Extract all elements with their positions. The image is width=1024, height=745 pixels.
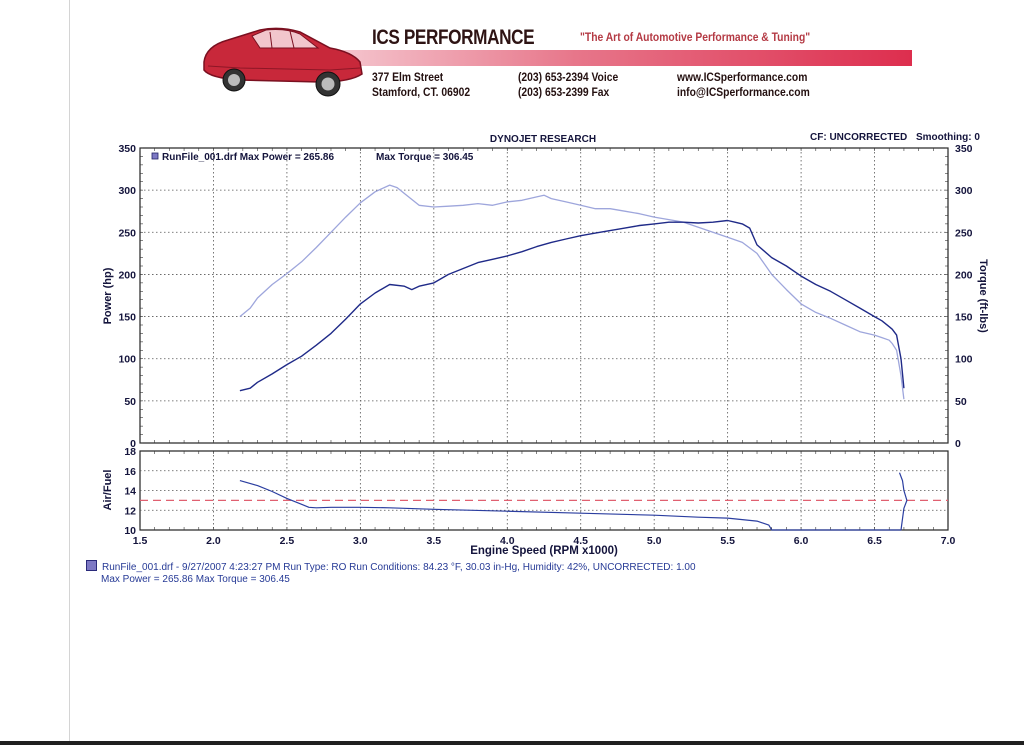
y-tick-label-torque: 50 xyxy=(955,396,967,408)
y-tick-label-torque: 250 xyxy=(955,227,973,239)
x-axis-label: Engine Speed (RPM x1000) xyxy=(470,545,618,557)
x-tick-label: 1.5 xyxy=(133,535,148,547)
run-info-footer: RunFile_001.drf - 9/27/2007 4:23:27 PM R… xyxy=(86,560,696,586)
y-tick-label-afr: 14 xyxy=(124,486,136,498)
y-tick-label-torque: 0 xyxy=(955,438,961,450)
y-tick-label-power: 300 xyxy=(118,185,136,197)
y-tick-label-torque: 150 xyxy=(955,312,973,324)
y-tick-label-power: 350 xyxy=(118,143,136,155)
x-tick-label: 4.5 xyxy=(573,535,588,547)
y-tick-label-torque: 200 xyxy=(955,269,973,281)
y-tick-label-power: 100 xyxy=(118,354,136,366)
company-name: ICS PERFORMANCE xyxy=(372,26,535,49)
air-fuel-curve xyxy=(239,472,908,531)
y-tick-label-torque: 100 xyxy=(955,354,973,366)
city-address: Stamford, CT. 06902 xyxy=(372,85,471,99)
power-torque-plot-area xyxy=(139,147,949,444)
street-address: 377 Elm Street xyxy=(372,70,444,84)
legend-max-power: RunFile_001.drf Max Power = 265.86 xyxy=(162,152,334,163)
x-tick-label: 5.0 xyxy=(647,535,662,547)
run-info-line: RunFile_001.drf - 9/27/2007 4:23:27 PM R… xyxy=(102,562,696,573)
correction-factor: CF: UNCORRECTED xyxy=(810,132,907,143)
x-tick-label: 5.5 xyxy=(720,535,735,547)
y-tick-label-power: 250 xyxy=(118,227,136,239)
y-tick-label-power: 0 xyxy=(130,438,136,450)
y-tick-label-afr: 12 xyxy=(124,505,136,517)
x-tick-label: 4.0 xyxy=(500,535,515,547)
torque-curve xyxy=(239,184,905,400)
company-tagline: "The Art of Automotive Performance & Tun… xyxy=(580,30,811,44)
x-tick-label: 7.0 xyxy=(941,535,956,547)
y-tick-label-afr: 16 xyxy=(124,466,136,478)
y-tick-label-power: 150 xyxy=(118,312,136,324)
y-tick-label-torque: 300 xyxy=(955,185,973,197)
y-tick-label-power: 50 xyxy=(124,396,136,408)
y-axis-label-power: Power (hp) xyxy=(102,267,114,324)
chart-title: DYNOJET RESEARCH xyxy=(490,134,596,145)
legend-swatch-icon xyxy=(151,152,159,160)
x-tick-label: 6.5 xyxy=(867,535,882,547)
website: www.ICSperformance.com xyxy=(677,70,808,84)
y-tick-label-afr: 18 xyxy=(124,446,136,458)
y-tick-label-torque: 350 xyxy=(955,143,973,155)
scan-border xyxy=(0,741,1024,745)
power-curve xyxy=(239,219,905,392)
run-file-swatch-icon xyxy=(86,560,97,571)
phone-fax: (203) 653-2399 Fax xyxy=(518,85,610,99)
x-tick-label: 2.5 xyxy=(280,535,295,547)
smoothing-label: Smoothing: 0 xyxy=(916,132,980,143)
run-info-max: Max Power = 265.86 Max Torque = 306.45 xyxy=(101,574,290,585)
y-axis-label-torque: Torque (ft-lbs) xyxy=(977,259,989,333)
car-logo-icon xyxy=(203,27,363,97)
page-edge xyxy=(69,0,70,745)
x-tick-label: 3.0 xyxy=(353,535,368,547)
y-axis-label-afr: Air/Fuel xyxy=(102,470,114,511)
email: info@ICSperformance.com xyxy=(677,85,810,99)
legend-max-torque: Max Torque = 306.45 xyxy=(376,152,474,163)
x-tick-label: 6.0 xyxy=(794,535,809,547)
phone-voice: (203) 653-2394 Voice xyxy=(518,70,619,84)
x-tick-label: 2.0 xyxy=(206,535,221,547)
y-tick-label-power: 200 xyxy=(118,269,136,281)
letterhead: ICS PERFORMANCE "The Art of Automotive P… xyxy=(0,0,1024,112)
y-tick-label-afr: 10 xyxy=(124,525,136,537)
header-stripe xyxy=(300,50,912,66)
x-tick-label: 3.5 xyxy=(427,535,442,547)
